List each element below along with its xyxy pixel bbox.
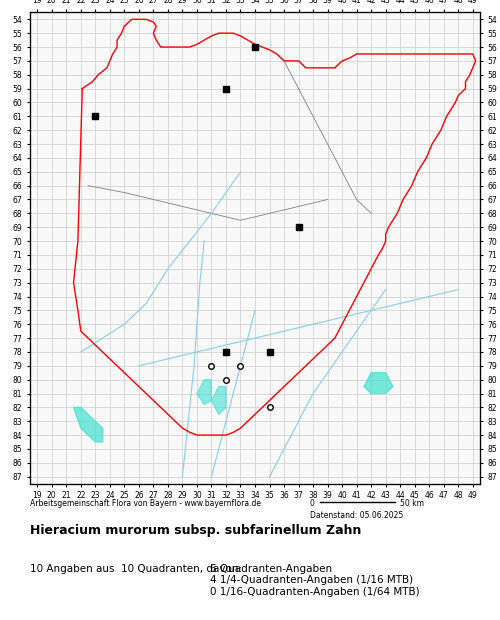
Text: 6 Quadranten-Angaben: 6 Quadranten-Angaben — [210, 564, 332, 574]
Polygon shape — [212, 387, 226, 414]
Polygon shape — [197, 379, 212, 405]
Polygon shape — [364, 373, 393, 394]
Text: Datenstand: 05.06.2025: Datenstand: 05.06.2025 — [310, 512, 403, 521]
Text: Hieracium murorum subsp. subfarinellum Zahn: Hieracium murorum subsp. subfarinellum Z… — [30, 524, 362, 537]
Text: 0 1/16-Quadranten-Angaben (1/64 MTB): 0 1/16-Quadranten-Angaben (1/64 MTB) — [210, 587, 420, 596]
Text: 0: 0 — [310, 499, 315, 508]
Text: 4 1/4-Quadranten-Angaben (1/16 MTB): 4 1/4-Quadranten-Angaben (1/16 MTB) — [210, 575, 413, 585]
Text: 50 km: 50 km — [400, 499, 424, 508]
Polygon shape — [74, 407, 102, 442]
Text: Arbeitsgemeinschaft Flora von Bayern - www.bayernflora.de: Arbeitsgemeinschaft Flora von Bayern - w… — [30, 499, 261, 508]
Text: 10 Angaben aus  10 Quadranten, davon:: 10 Angaben aus 10 Quadranten, davon: — [30, 564, 242, 574]
